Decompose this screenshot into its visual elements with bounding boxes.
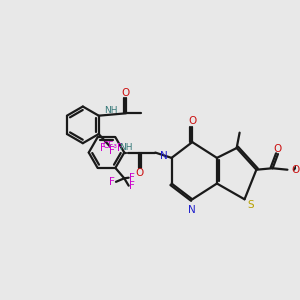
Text: F: F [129,181,135,191]
Text: O: O [135,168,143,178]
Text: F: F [100,142,106,153]
Text: F: F [129,173,135,183]
Text: N: N [160,152,168,161]
Text: F: F [110,177,115,187]
Text: NH: NH [104,106,118,115]
Text: F: F [109,146,115,156]
Text: S: S [248,200,254,210]
Text: F: F [117,142,123,153]
Text: O: O [292,165,300,175]
Text: O: O [274,144,282,154]
Text: N: N [188,205,196,215]
Text: CF₃: CF₃ [103,141,118,150]
Text: NH: NH [120,143,133,152]
Text: O: O [188,116,196,126]
Text: O: O [122,88,130,98]
